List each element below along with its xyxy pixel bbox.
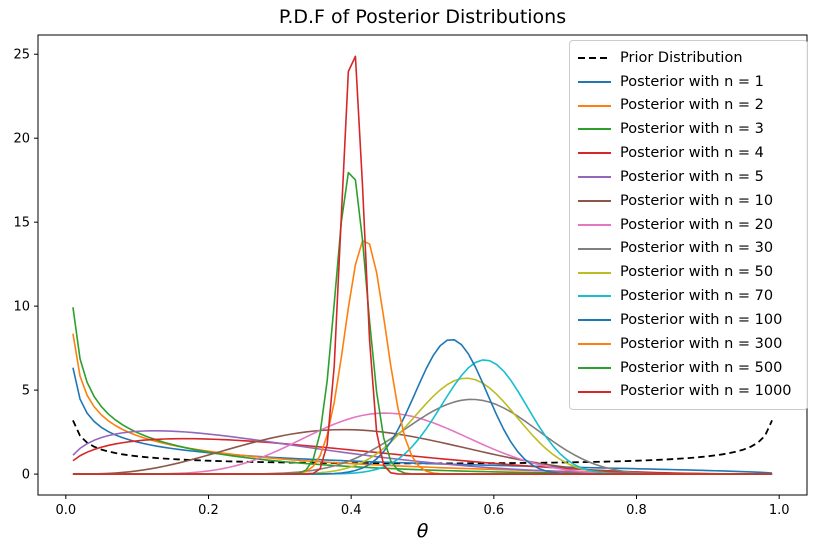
legend-line-swatch	[578, 199, 611, 202]
legend-line-swatch	[578, 343, 611, 346]
chart-title: P.D.F of Posterior Distributions	[278, 6, 567, 28]
legend-label: Posterior with n = 70	[620, 288, 774, 305]
legend-line-swatch	[578, 247, 611, 250]
y-tick-label: 5	[22, 384, 30, 399]
x-tick-label: 0.8	[626, 503, 647, 518]
legend-item: Posterior with n = 50	[578, 261, 799, 285]
x-axis-label: θ	[416, 520, 429, 542]
legend-label: Posterior with n = 1	[620, 73, 764, 90]
legend-item: Posterior with n = 1000	[578, 380, 799, 404]
legend-line-swatch	[578, 366, 611, 369]
legend-line-swatch	[578, 271, 611, 274]
legend-item: Posterior with n = 4	[578, 141, 799, 165]
y-tick-label: 20	[13, 132, 30, 147]
curve-posterior-n-20	[72, 412, 773, 475]
legend-item: Prior Distribution	[578, 46, 799, 70]
legend-label: Posterior with n = 30	[620, 240, 774, 257]
legend-label: Posterior with n = 10	[620, 192, 774, 209]
legend-label: Posterior with n = 4	[620, 145, 764, 162]
legend-label: Posterior with n = 1000	[620, 383, 792, 400]
legend-dashed-line-swatch	[578, 56, 611, 59]
legend-item: Posterior with n = 70	[578, 284, 799, 308]
y-tick-label: 10	[13, 300, 30, 315]
legend-line-swatch	[578, 152, 611, 155]
x-tick-label: 0.2	[198, 503, 219, 518]
legend-item: Posterior with n = 300	[578, 332, 799, 356]
legend-line-swatch	[578, 295, 611, 298]
legend-item: Posterior with n = 30	[578, 237, 799, 261]
y-tick-label: 15	[13, 216, 30, 231]
curve-posterior-n-1	[72, 367, 773, 474]
x-tick-label: 1.0	[769, 503, 790, 518]
legend-label: Posterior with n = 2	[620, 97, 764, 114]
legend-label: Posterior with n = 100	[620, 311, 783, 328]
y-tick-label: 25	[13, 48, 30, 63]
legend-item: Posterior with n = 100	[578, 308, 799, 332]
legend-label: Posterior with n = 500	[620, 359, 783, 376]
legend-line-swatch	[578, 390, 611, 393]
y-tick-label: 0	[22, 468, 30, 483]
legend-item: Posterior with n = 500	[578, 356, 799, 380]
legend-line-swatch	[578, 176, 611, 179]
legend: Prior Distribution Posterior with n = 1 Po…	[569, 40, 808, 410]
legend-line-swatch	[578, 223, 611, 226]
legend-line-swatch	[578, 128, 611, 131]
curve-posterior-n-1000	[72, 55, 773, 475]
legend-label: Posterior with n = 3	[620, 121, 764, 138]
x-tick-label: 0.0	[55, 503, 76, 518]
legend-line-swatch	[578, 80, 611, 83]
curve-posterior-n-4	[72, 437, 773, 475]
legend-item: Posterior with n = 5	[578, 165, 799, 189]
x-tick-label: 0.6	[483, 503, 504, 518]
legend-label: Posterior with n = 50	[620, 264, 774, 281]
legend-line-swatch	[578, 104, 611, 107]
legend-line-swatch	[578, 319, 611, 322]
x-tick-label: 0.4	[341, 503, 362, 518]
legend-item: Posterior with n = 20	[578, 213, 799, 237]
legend-label: Prior Distribution	[620, 49, 743, 66]
legend-label: Posterior with n = 5	[620, 168, 764, 185]
legend-item: Posterior with n = 2	[578, 94, 799, 118]
legend-item: Posterior with n = 1	[578, 70, 799, 94]
legend-item: Posterior with n = 10	[578, 189, 799, 213]
legend-label: Posterior with n = 20	[620, 216, 774, 233]
legend-label: Posterior with n = 300	[620, 335, 783, 352]
legend-item: Posterior with n = 3	[578, 118, 799, 142]
